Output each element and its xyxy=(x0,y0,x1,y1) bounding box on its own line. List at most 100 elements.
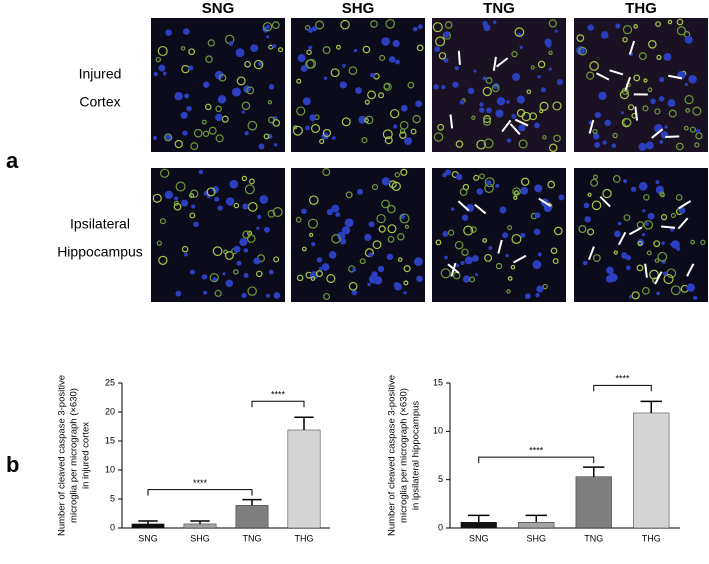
cell xyxy=(165,191,173,199)
panel-label: a xyxy=(6,148,19,173)
cell xyxy=(401,105,408,112)
cell xyxy=(663,272,667,276)
cell xyxy=(536,285,543,292)
cell xyxy=(497,97,506,106)
cell xyxy=(312,26,317,31)
micrograph xyxy=(291,168,425,302)
cell xyxy=(488,246,492,250)
cell xyxy=(483,24,490,31)
x-tick-label: TNG xyxy=(243,533,262,543)
cell xyxy=(324,77,327,80)
bar xyxy=(461,522,497,528)
cell xyxy=(327,209,333,215)
row-label: Ipsilateral xyxy=(70,216,130,232)
cell xyxy=(186,106,191,111)
cell xyxy=(525,293,531,299)
cell xyxy=(298,54,306,62)
cell xyxy=(486,108,492,114)
cell xyxy=(394,282,399,287)
cell xyxy=(473,70,476,73)
cell xyxy=(452,82,458,88)
cell xyxy=(392,40,399,47)
row-label: Cortex xyxy=(79,94,120,110)
cell xyxy=(606,267,614,275)
cell xyxy=(354,49,357,52)
cell xyxy=(329,251,337,259)
error-bar xyxy=(641,401,662,413)
cell xyxy=(511,114,516,119)
cell xyxy=(476,188,483,195)
cell xyxy=(626,266,631,271)
cell xyxy=(602,140,606,144)
cell xyxy=(214,197,219,202)
cell xyxy=(352,268,356,272)
cell xyxy=(264,227,270,233)
significance-label: **** xyxy=(193,478,208,488)
cell xyxy=(153,136,157,140)
cell xyxy=(222,272,225,275)
bar xyxy=(288,430,320,528)
cell xyxy=(381,37,390,46)
cell xyxy=(181,200,188,207)
y-axis-label: Number of cleaved caspase 3-positive xyxy=(387,375,398,536)
cell xyxy=(506,254,509,257)
cell xyxy=(364,234,371,241)
micrograph xyxy=(151,18,285,152)
significance-bracket xyxy=(594,385,652,391)
column-label: THG xyxy=(625,0,657,17)
cell xyxy=(493,20,497,24)
cell xyxy=(193,222,199,228)
cell xyxy=(236,48,245,57)
cell xyxy=(534,123,540,129)
cell xyxy=(668,99,676,107)
x-tick-label: SNG xyxy=(138,533,158,543)
cell xyxy=(595,112,601,118)
cell xyxy=(335,212,340,217)
significance-label: **** xyxy=(271,390,286,400)
cell xyxy=(685,36,693,44)
cell xyxy=(444,256,448,260)
cell xyxy=(686,283,694,291)
cell xyxy=(416,276,423,283)
column-label: TNG xyxy=(483,0,515,17)
cell xyxy=(532,260,541,269)
cell xyxy=(415,100,422,107)
error-bar xyxy=(583,467,604,477)
cell xyxy=(215,114,223,122)
cell xyxy=(462,215,468,221)
cell xyxy=(404,291,407,294)
cell xyxy=(236,261,241,266)
cell xyxy=(645,222,648,225)
cell xyxy=(395,60,400,65)
cell xyxy=(642,209,645,212)
cell xyxy=(585,216,591,222)
cell xyxy=(404,137,412,145)
micrograph-bg xyxy=(151,18,285,152)
cell xyxy=(555,30,558,33)
cell xyxy=(483,76,487,80)
arrow xyxy=(665,136,679,137)
cell xyxy=(594,142,600,148)
cell xyxy=(520,46,523,49)
cell xyxy=(418,24,423,29)
error-bar xyxy=(242,500,261,506)
y-tick-label: 5 xyxy=(438,474,443,484)
cell xyxy=(472,255,479,262)
cell xyxy=(234,246,241,253)
cell xyxy=(520,187,528,195)
cell xyxy=(239,238,247,246)
cell xyxy=(367,283,370,286)
cell xyxy=(559,194,565,200)
cell xyxy=(158,65,165,72)
cell xyxy=(584,203,590,209)
cell xyxy=(181,112,188,119)
cell xyxy=(188,65,193,70)
cell xyxy=(242,203,248,209)
micrograph xyxy=(432,168,566,302)
y-tick-label: 15 xyxy=(433,377,443,387)
cell xyxy=(442,231,448,237)
cell xyxy=(274,143,277,146)
cell xyxy=(387,254,393,260)
cell xyxy=(226,197,235,206)
